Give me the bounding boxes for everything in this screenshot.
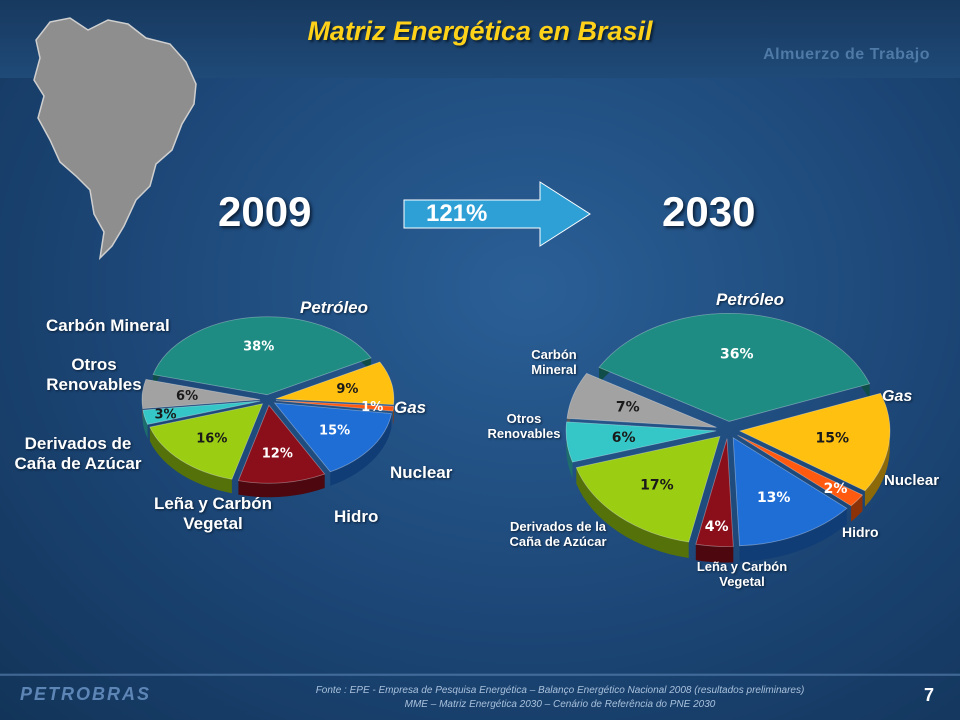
year-2030: 2030 <box>662 188 756 235</box>
page-number: 7 <box>924 685 935 705</box>
pie-slice-lena <box>695 438 734 547</box>
label-2009-derivados: Derivados de Caña de Azúcar <box>14 434 142 473</box>
pie-side-hidro <box>739 508 847 562</box>
pie-value-lena: 4% <box>705 519 729 535</box>
pie-value-carbon: 7% <box>616 399 640 415</box>
pie-side-lena <box>238 474 325 498</box>
label-2009-petroleo: Petróleo <box>300 298 369 317</box>
pie-side-hidro <box>330 413 392 486</box>
label-2009-carbon: Carbón Mineral <box>46 316 170 335</box>
pie-value-petroleo: 36% <box>720 347 754 363</box>
label-2030-nuclear: Nuclear <box>884 472 940 489</box>
watermark-text: Almuerzo de Trabajo <box>763 46 930 63</box>
pie-slice-carbon <box>141 378 261 410</box>
pie-side-gas <box>864 393 890 507</box>
source-note: Fonte : EPE - Empresa de Pesquisa Energé… <box>210 684 910 711</box>
pie-side-nuclear <box>851 495 863 522</box>
label-2030-petroleo: Petróleo <box>716 290 785 309</box>
pie-side-lena <box>695 544 734 563</box>
label-2009-hidro: Hidro <box>334 507 379 526</box>
label-2009-otros: Otros Renovables <box>46 355 142 394</box>
pie-side-otros <box>566 421 573 479</box>
brazil-map-icon <box>33 17 197 261</box>
pie-slice-hidro <box>732 437 848 547</box>
label-2030-otros: Otros Renovables <box>487 411 561 441</box>
pie-value-derivados: 16% <box>196 432 227 447</box>
pie-slice-nuclear <box>275 400 395 412</box>
pie-side-derivados <box>149 427 232 494</box>
pie-value-carbon: 6% <box>176 389 198 404</box>
pie-value-petroleo: 38% <box>243 340 274 355</box>
label-2009-nuclear: Nuclear <box>390 463 453 482</box>
page-title: Matriz Energética en Brasil <box>307 16 653 46</box>
pie-slice-petroleo <box>598 312 871 422</box>
pie-value-derivados: 17% <box>640 478 674 494</box>
growth-arrow-icon <box>403 181 591 247</box>
pie-2009: 38% 9%1% 15% 12% 16% 3%6% <box>141 316 395 498</box>
pie-value-hidro: 13% <box>757 490 791 506</box>
pie-value-nuclear: 2% <box>824 481 848 497</box>
pie-value-lena: 12% <box>262 446 293 461</box>
footer-divider <box>0 674 960 676</box>
pie-slice-gas <box>738 392 891 492</box>
pie-slice-lena <box>237 404 326 484</box>
pie-slice-otros <box>565 421 717 463</box>
pie-slice-carbon <box>566 372 717 428</box>
pie-value-gas: 15% <box>816 431 850 447</box>
pie-slice-hidro <box>273 402 392 473</box>
pie-side-otros <box>143 410 148 439</box>
pie-slice-petroleo <box>152 316 372 396</box>
source-line-2: MME – Matriz Energética 2030 – Cenário d… <box>404 698 716 710</box>
petrobras-logo: PETROBRAS <box>20 684 152 704</box>
label-2009-lena: Leña y Carbón Vegetal <box>153 494 273 533</box>
pie-value-hidro: 15% <box>319 424 350 439</box>
label-2030-derivados: Derivados de la Caña de Azúcar <box>509 519 607 549</box>
source-line-1: Fonte : EPE - Empresa de Pesquisa Energé… <box>315 685 805 696</box>
pie-slice-otros <box>142 400 261 425</box>
pie-2030: 36% 15% 2% 13% 4% 17% 6% 7% <box>565 312 891 563</box>
pie-side-nuclear <box>392 406 394 426</box>
growth-label: 121% <box>426 200 488 227</box>
pie-slice-gas <box>275 361 395 406</box>
label-2030-hidro: Hidro <box>842 524 879 540</box>
pie-value-otros: 3% <box>154 407 176 422</box>
label-2030-lena: Leña y Carbón Vegetal <box>696 559 788 589</box>
pie-side-derivados <box>576 467 689 558</box>
pie-slice-derivados <box>575 435 721 543</box>
pie-slice-nuclear <box>737 434 864 507</box>
label-2030-gas: Gas <box>882 388 913 405</box>
pie-value-nuclear: 1% <box>361 400 383 415</box>
pie-slice-derivados <box>149 403 264 480</box>
pie-value-gas: 9% <box>336 382 358 397</box>
label-2009-gas: Gas <box>394 398 427 417</box>
year-2009: 2009 <box>218 188 312 235</box>
pie-value-otros: 6% <box>612 430 636 446</box>
label-2030-carbon: Carbón Mineral <box>531 347 577 377</box>
